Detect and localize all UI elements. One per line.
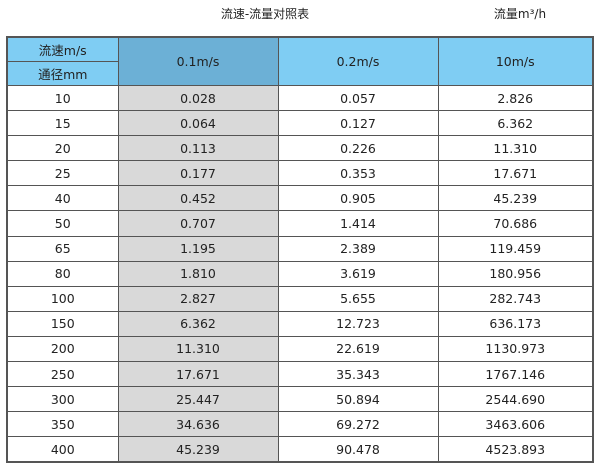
flow-cell: 0.707 [117,210,279,237]
diameter-cell: 150 [6,310,119,337]
flow-cell: 17.671 [117,361,279,388]
flow-cell: 2.389 [277,235,439,262]
flow-cell: 119.459 [437,235,594,262]
flow-cell: 0.057 [277,84,439,112]
flow-cell: 1.810 [117,260,279,287]
unit-label: 流量m³/h [493,7,547,21]
flow-cell: 34.636 [117,411,279,438]
flow-cell: 6.362 [437,110,594,137]
flow-cell: 22.619 [277,335,439,363]
flow-cell: 1.195 [117,235,279,262]
flow-cell: 69.272 [277,411,439,438]
flow-cell: 180.956 [437,260,594,287]
flow-cell: 282.743 [437,285,594,312]
flow-cell: 0.064 [117,110,279,137]
flow-cell: 1767.146 [437,361,594,388]
flow-cell: 45.239 [437,185,594,212]
diameter-cell: 15 [6,110,119,137]
flow-cell: 0.028 [117,84,279,112]
flow-cell: 3463.606 [437,411,594,438]
diameter-cell: 250 [6,361,119,388]
flow-cell: 0.226 [277,135,439,162]
diameter-cell: 200 [6,335,119,363]
table-row: 65 1.195 2.389 119.459 [6,235,594,262]
diameter-cell: 300 [6,386,119,413]
column-header-0.2: 0.2m/s [277,36,439,86]
flow-cell: 0.452 [117,185,279,212]
flow-cell: 70.686 [437,210,594,237]
table-row: 50 0.707 1.414 70.686 [6,210,594,237]
diameter-cell: 20 [6,135,119,162]
table-row: 250 17.671 35.343 1767.146 [6,361,594,388]
flow-cell: 1.414 [277,210,439,237]
table-row: 100 2.827 5.655 282.743 [6,285,594,312]
table-row: 400 45.239 90.478 4523.893 [6,436,594,463]
velocity-header: 流速m/s [6,36,119,62]
column-header-0.1: 0.1m/s [117,36,279,86]
flow-cell: 0.177 [117,160,279,187]
diameter-header: 通径mm [6,61,119,86]
diameter-cell: 400 [6,436,119,463]
diameter-cell: 50 [6,210,119,237]
flow-cell: 17.671 [437,160,594,187]
table-row: 200 11.310 22.619 1130.973 [6,335,594,363]
flow-cell: 1130.973 [437,335,594,363]
flow-cell: 0.905 [277,185,439,212]
table-row: 40 0.452 0.905 45.239 [6,185,594,212]
flow-cell: 45.239 [117,436,279,463]
flow-cell: 0.113 [117,135,279,162]
flow-cell: 2.827 [117,285,279,312]
flow-cell: 0.353 [277,160,439,187]
table-row: 150 6.362 12.723 636.173 [6,310,594,337]
flow-table: 流速m/s 0.1m/s 0.2m/s 10m/s 通径mm 10 0.028 0.… [6,36,594,464]
flow-cell: 0.127 [277,110,439,137]
flow-cell: 11.310 [437,135,594,162]
diameter-cell: 65 [6,235,119,262]
flow-cell: 3.619 [277,260,439,287]
table-row: 25 0.177 0.353 17.671 [6,160,594,187]
flow-cell: 12.723 [277,310,439,337]
table-row: 350 34.636 69.272 3463.606 [6,411,594,438]
diameter-cell: 25 [6,160,119,187]
flow-cell: 6.362 [117,310,279,337]
flow-cell: 25.447 [117,386,279,413]
column-header-10: 10m/s [437,36,594,86]
diameter-cell: 80 [6,260,119,287]
diameter-cell: 40 [6,185,119,212]
table-row: 80 1.810 3.619 180.956 [6,260,594,287]
flow-cell: 5.655 [277,285,439,312]
table-row: 300 25.447 50.894 2544.690 [6,386,594,413]
flow-cell: 2.826 [437,84,594,112]
table-row: 15 0.064 0.127 6.362 [6,110,594,137]
flow-cell: 35.343 [277,361,439,388]
flow-cell: 50.894 [277,386,439,413]
flow-cell: 90.478 [277,436,439,463]
flow-cell: 4523.893 [437,436,594,463]
flow-cell: 636.173 [437,310,594,337]
table-row: 20 0.113 0.226 11.310 [6,135,594,162]
flow-cell: 11.310 [117,335,279,363]
diameter-cell: 350 [6,411,119,438]
diameter-cell: 10 [6,84,119,112]
table-row: 10 0.028 0.057 2.826 [6,84,594,112]
diameter-cell: 100 [6,285,119,312]
flow-cell: 2544.690 [437,386,594,413]
table-title: 流速-流量对照表 [220,7,310,21]
